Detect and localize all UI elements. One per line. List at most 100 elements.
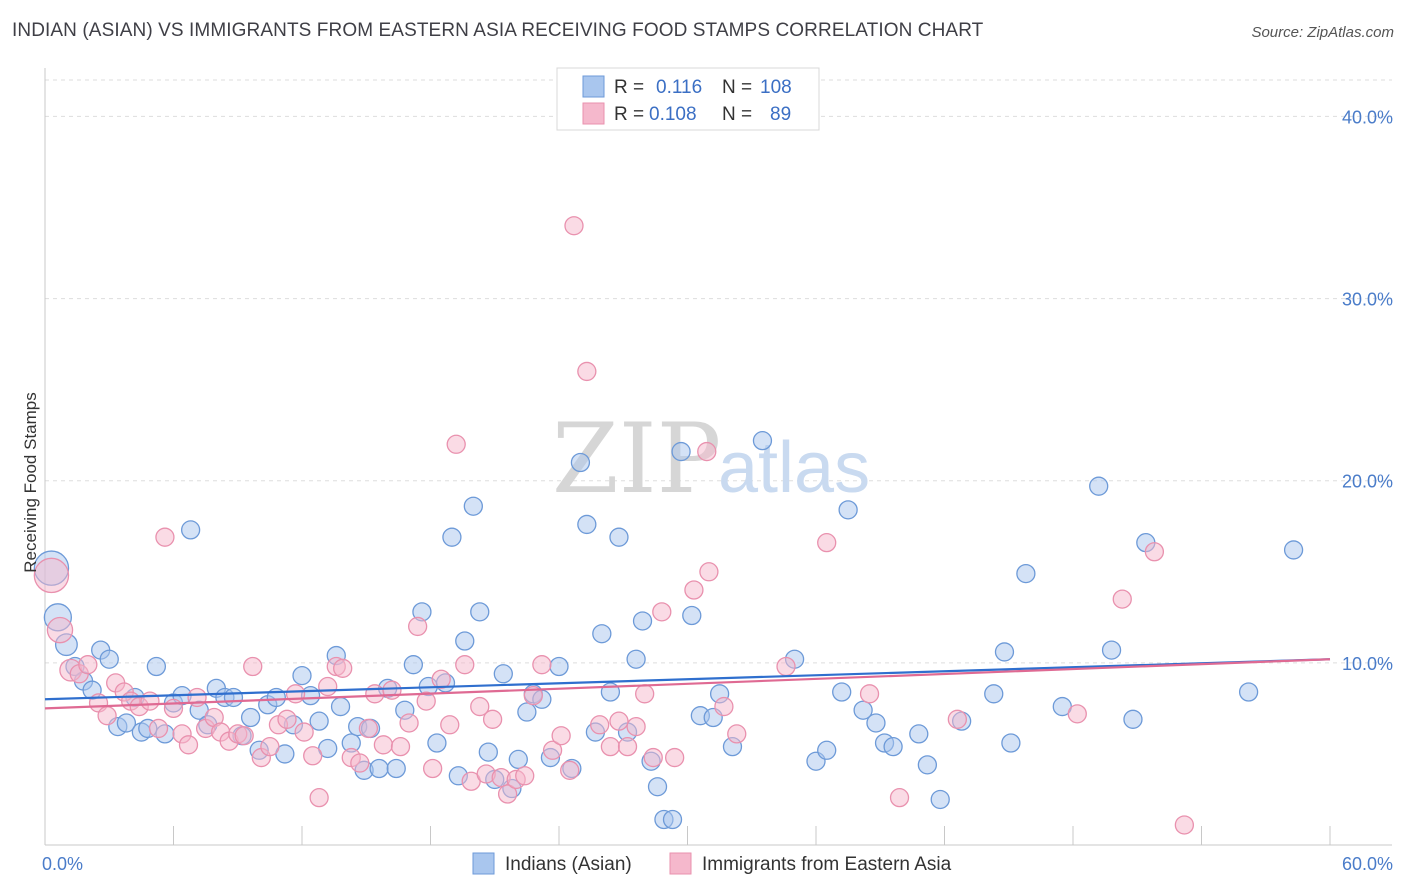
point-immigrants-48 [440, 715, 460, 735]
legend-r-label-pink: R = [614, 104, 644, 125]
bottom-legend-swatch-blue [472, 852, 495, 875]
y-axis-label: Receiving Food Stamps [21, 392, 40, 572]
series-legend: Indians (Asian) Immigrants from Eastern … [472, 852, 952, 875]
point-immigrants-6 [97, 706, 117, 726]
point-immigrants-26 [260, 736, 280, 757]
point-indians-93 [883, 736, 903, 757]
point-immigrants-75 [684, 580, 704, 600]
point-indians-70 [609, 527, 629, 547]
point-immigrants-37 [350, 753, 370, 773]
point-immigrants-70 [626, 716, 646, 737]
point-indians-77 [662, 809, 683, 830]
trend-line-indians [44, 658, 1331, 701]
y-tick-label-20: 20.0% [1342, 472, 1393, 492]
legend-r-value-pink: 0.108 [649, 104, 697, 125]
point-indians-108 [1283, 540, 1304, 560]
point-indians-105 [1123, 709, 1143, 729]
point-immigrants-43 [399, 713, 419, 733]
point-immigrants-33 [318, 676, 338, 697]
x-tick-label-min: 0.0% [42, 854, 83, 874]
point-indians-22 [223, 687, 244, 708]
point-indians-13 [146, 656, 167, 677]
point-immigrants-32 [309, 787, 329, 808]
point-immigrants-72 [643, 747, 663, 768]
point-indians-96 [930, 789, 950, 810]
point-indians-98 [984, 684, 1004, 704]
point-indians-100 [1001, 733, 1021, 753]
point-indians-49 [442, 527, 462, 547]
point-indians-58 [508, 749, 528, 770]
bottom-legend-label-blue: Indians (Asian) [505, 854, 632, 875]
legend-n-value-pink: 89 [770, 104, 791, 125]
point-indians-95 [917, 755, 938, 775]
y-tick-label-10: 10.0% [1342, 654, 1393, 674]
point-immigrants-47 [431, 669, 451, 689]
point-immigrants-62 [551, 726, 571, 746]
point-indians-75 [647, 777, 668, 797]
point-indians-73 [632, 611, 653, 631]
point-immigrants-54 [482, 709, 503, 729]
point-immigrants-28 [277, 709, 297, 729]
point-immigrants-61 [542, 740, 563, 760]
point-immigrants-65 [577, 361, 597, 382]
point-immigrants-82 [859, 684, 880, 704]
bottom-legend-label-pink: Immigrants from Eastern Asia [702, 854, 952, 875]
point-immigrants-67 [600, 736, 621, 757]
point-immigrants-44 [407, 616, 428, 637]
point-immigrants-46 [422, 758, 443, 779]
point-indians-32 [309, 711, 329, 731]
chart-title: INDIAN (ASIAN) VS IMMIGRANTS FROM EASTER… [12, 20, 984, 41]
grid-lines [45, 79, 1392, 664]
point-immigrants-12 [148, 718, 169, 739]
point-indians-42 [386, 758, 406, 779]
legend-n-label-blue: N = [722, 77, 752, 98]
correlation-legend: R = 0.116 N = 108 R = 0.108 N = 89 [556, 67, 820, 131]
point-indians-72 [626, 649, 646, 669]
point-immigrants-66 [590, 715, 610, 735]
point-indians-54 [478, 742, 498, 762]
point-immigrants-83 [889, 787, 910, 808]
point-indians-68 [592, 624, 612, 644]
point-indians-84 [752, 430, 773, 451]
point-indians-99 [994, 642, 1015, 662]
legend-r-value-blue: 0.116 [656, 77, 702, 98]
point-indians-7 [99, 649, 119, 669]
watermark-atlas: atlas [718, 428, 870, 508]
point-immigrants-60 [532, 655, 552, 675]
point-indians-30 [292, 665, 312, 686]
point-immigrants-41 [382, 680, 402, 700]
point-immigrants-52 [470, 696, 490, 717]
legend-swatch-pink [582, 102, 605, 125]
point-immigrants-88 [1174, 815, 1195, 835]
point-indians-91 [866, 713, 886, 733]
point-indians-88 [832, 682, 852, 702]
legend-n-label-pink: N = [722, 104, 752, 125]
point-immigrants-24 [243, 656, 263, 677]
point-indians-51 [455, 631, 475, 651]
point-indians-101 [1016, 563, 1036, 584]
point-indians-9 [116, 713, 137, 733]
legend-r-label-blue: R = [614, 77, 644, 98]
point-immigrants-86 [1112, 589, 1132, 609]
y-tick-labels: 10.0% 20.0% 30.0% 40.0% [1342, 107, 1393, 673]
point-immigrants-38 [358, 718, 379, 739]
point-indians-47 [427, 733, 447, 753]
point-indians-90 [853, 700, 873, 720]
point-immigrants-42 [390, 736, 411, 757]
point-indians-44 [403, 655, 424, 675]
point-immigrants-45 [416, 691, 436, 711]
point-indians-35 [330, 696, 351, 717]
point-immigrants-30 [294, 722, 314, 742]
point-immigrants-16 [178, 735, 199, 755]
point-indians-59 [517, 702, 537, 722]
axes [44, 68, 1392, 846]
point-immigrants-68 [609, 711, 629, 731]
point-immigrants-50 [455, 655, 475, 675]
point-immigrants-35 [333, 658, 353, 678]
point-immigrants-1 [46, 616, 74, 644]
point-immigrants-40 [373, 735, 394, 755]
y-tick-label-40: 40.0% [1342, 107, 1393, 127]
bottom-legend-swatch-pink [669, 852, 692, 875]
point-indians-53 [470, 602, 490, 622]
point-immigrants-71 [635, 684, 655, 704]
